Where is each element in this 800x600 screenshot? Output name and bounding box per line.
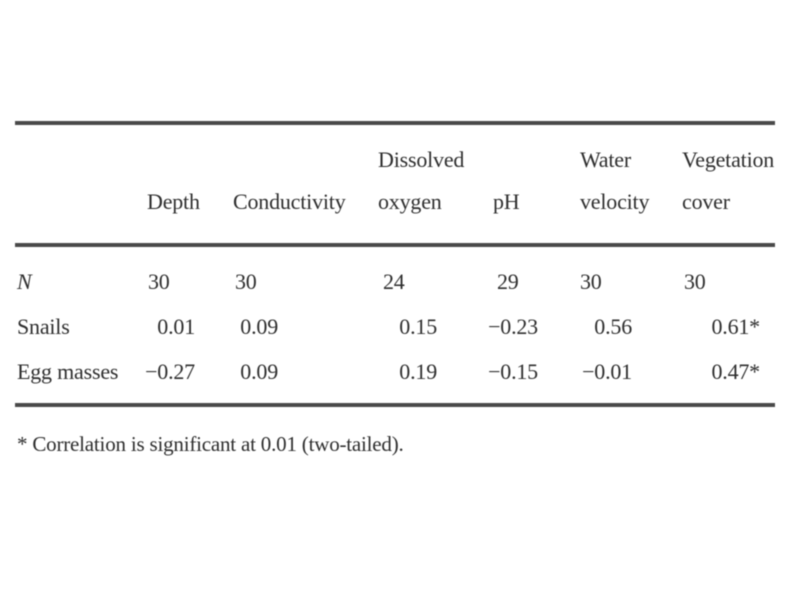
- table-cell: 0.15: [399, 314, 437, 339]
- row-label: Snails: [17, 314, 70, 339]
- row-label: N: [17, 269, 32, 294]
- col-header-dissolved-oxygen: Dissolved oxygen: [378, 139, 488, 243]
- table-body: N 30 30 24 29 30 30 Snails 0.01 0.09 0.1…: [15, 247, 775, 403]
- table-cell: 0.09: [240, 359, 278, 384]
- row-label: Egg masses: [17, 359, 119, 384]
- table-row-egg-masses: Egg masses −0.27 0.09 0.19 −0.15 −0.01 0…: [15, 349, 775, 394]
- table-cell: −0.23: [488, 314, 538, 339]
- table-cell: 0.47*: [711, 359, 760, 384]
- col-header-label: Conductivity: [233, 189, 346, 214]
- col-header-empty: [15, 223, 140, 243]
- col-header-conductivity: Conductivity: [233, 181, 378, 243]
- col-header-label-line2: velocity: [580, 189, 650, 214]
- table-cell: 30: [235, 269, 257, 294]
- table-row-snails: Snails 0.01 0.09 0.15 −0.23 0.56 0.61*: [15, 304, 775, 349]
- col-header-depth: Depth: [140, 181, 233, 243]
- correlation-table: Depth Conductivity Dissolved oxygen pH W…: [15, 121, 775, 457]
- col-header-label: Depth: [147, 189, 200, 214]
- table-cell: −0.27: [145, 359, 195, 384]
- col-header-water-velocity: Water velocity: [573, 139, 673, 243]
- col-header-label-line2: oxygen: [378, 189, 442, 214]
- table-cell: −0.01: [582, 359, 632, 384]
- table-header-row: Depth Conductivity Dissolved oxygen pH W…: [15, 125, 775, 243]
- table-rule-mid: [15, 243, 775, 247]
- table-cell: −0.15: [488, 359, 538, 384]
- table-footnote: * Correlation is significant at 0.01 (tw…: [17, 432, 404, 456]
- table-cell: 30: [148, 269, 170, 294]
- table-cell: 24: [383, 269, 405, 294]
- col-header-label-line1: Vegetation: [682, 147, 775, 172]
- table-row-n: N 30 30 24 29 30 30: [15, 259, 775, 304]
- table-cell: 0.19: [399, 359, 437, 384]
- col-header-label-line2: cover: [682, 189, 730, 214]
- table-cell: 0.61*: [711, 314, 760, 339]
- col-header-vegetation-cover: Vegetation cover: [673, 139, 775, 243]
- table-cell: 0.01: [157, 314, 195, 339]
- table-cell: 30: [580, 269, 602, 294]
- table-cell: 0.56: [594, 314, 632, 339]
- col-header-label: pH: [493, 189, 520, 214]
- table-rule-top: [15, 121, 775, 125]
- col-header-label-line1: Water: [580, 147, 631, 172]
- table-cell: 0.09: [240, 314, 278, 339]
- table-cell: 30: [684, 269, 706, 294]
- table-cell: 29: [497, 269, 519, 294]
- col-header-ph: pH: [488, 181, 573, 243]
- table-rule-bottom: [15, 403, 775, 407]
- col-header-label-line1: Dissolved: [378, 147, 465, 172]
